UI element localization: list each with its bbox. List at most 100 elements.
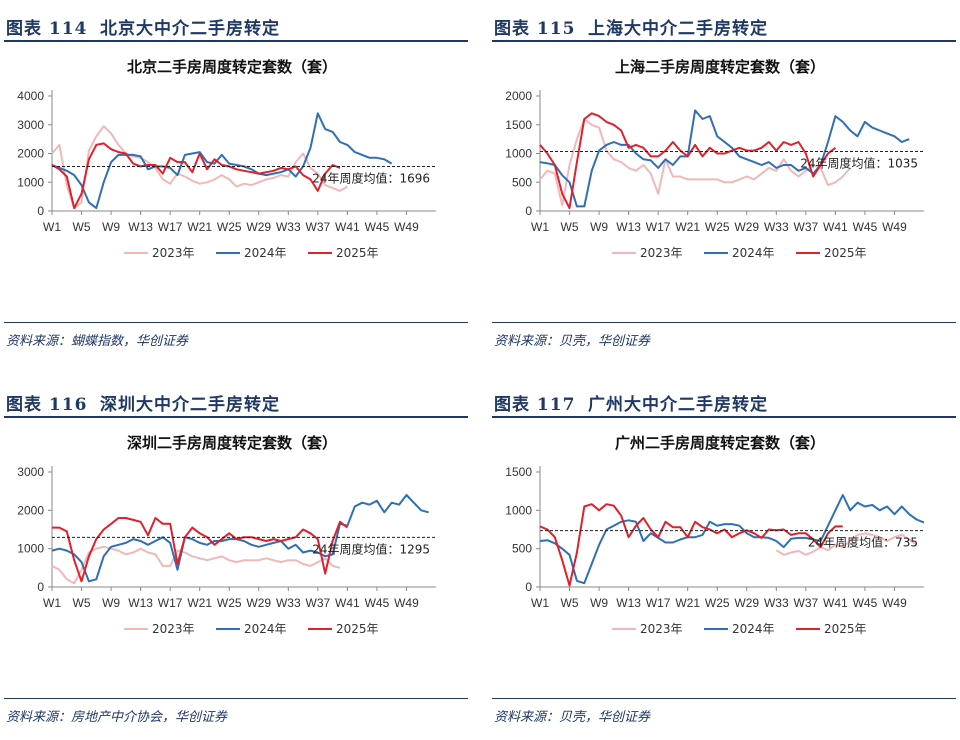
x-tick-label: W45 [853,596,878,610]
x-tick-label: W17 [158,596,183,610]
x-tick-label: W21 [187,220,212,234]
y-tick-label: 2000 [17,147,44,161]
series-2025-line [51,142,341,210]
x-tick-label: W13 [128,220,153,234]
x-tick-label: W5 [561,220,579,234]
y-tick-label: 0 [37,580,44,594]
y-tick-label: 1000 [505,147,532,161]
chart-container: 深圳二手房周度转定套数（套） 0 1000 2000 3000 W1 W5 W9 W13 W17 W… [4,422,474,692]
series-2023-legend-label: 2023年 [152,622,195,636]
x-tick-label: W49 [882,596,907,610]
y-tick-label: 1000 [17,175,44,189]
x-tick-label: W1 [531,220,549,234]
series-2023-legend-label: 2023年 [640,622,683,636]
x-tick-label: W17 [158,220,183,234]
x-tick-label: W5 [73,220,91,234]
x-tick-label: W41 [823,220,848,234]
y-tick-label: 0 [525,580,532,594]
series-2025-line [539,503,843,587]
figure-title: 广州大中介二手房转定 [588,395,768,415]
x-tick-label: W1 [531,596,549,610]
source-text: 资料来源：贝壳，华创证券 [494,710,651,725]
x-tick-label: W5 [73,596,91,610]
y-tick-label: 1000 [505,503,532,517]
x-tick-label: W45 [365,220,390,234]
series-2025-line [539,112,837,210]
x-tick-label: W9 [102,596,120,610]
x-tick-label: W29 [734,596,759,610]
line-chart-beijing: 北京二手房周度转定套数（套） 0 1000 2000 3000 4000 W1 W5 W9 W13… [17,58,436,260]
x-tick-label: W49 [394,596,419,610]
chart-container: 广州二手房周度转定套数（套） 0 500 1000 1500 W1 W5 W9 W13 W17 W2… [492,422,960,692]
series-2023-line [51,125,348,210]
source-text: 资料来源：蝴蝶指数，华创证券 [6,334,189,349]
x-tick-label: W33 [764,220,789,234]
x-tick-label: W37 [306,220,331,234]
x-tick-label: W37 [794,596,819,610]
y-tick-label: 0 [37,204,44,218]
y-tick-label: 2000 [17,503,44,517]
chart-container: 北京二手房周度转定套数（套） 0 1000 2000 3000 4000 W1 W5 W9 W13… [4,46,474,316]
series-2025-line [52,517,349,583]
x-tick-label: W37 [306,596,331,610]
x-tick-label: W25 [217,220,242,234]
x-tick-label: W17 [646,220,671,234]
x-tick-label: W37 [794,220,819,234]
series-2023-legend-label: 2023年 [640,246,683,260]
average-label: 24年周度均值：1035 [800,155,918,170]
y-tick-label: 500 [512,175,532,189]
series-2023-legend-label: 2023年 [152,246,195,260]
figure-source: 资料来源：贝壳，华创证券 [492,322,956,349]
series-2024-line [539,494,925,585]
x-tick-label: W13 [128,596,153,610]
x-tick-label: W41 [823,596,848,610]
series-2024-legend-label: 2024年 [732,622,775,636]
x-tick-label: W33 [764,596,789,610]
series-2024-legend-label: 2024年 [732,246,775,260]
x-tick-label: W49 [394,220,419,234]
x-tick-label: W1 [43,596,61,610]
line-chart-shenzhen: 深圳二手房周度转定套数（套） 0 1000 2000 3000 W1 W5 W9 W13 W17 W… [17,434,436,636]
series-2024-line [51,112,393,210]
source-text: 资料来源：房地产中介协会，华创证券 [6,710,228,725]
x-tick-label: W13 [616,596,641,610]
figure-panel-shanghai: 图表 115 上海大中介二手房转定 上海二手房周度转定套数（套） 0 500 1000… [492,0,960,364]
chart-title: 广州二手房周度转定套数（套） [615,434,825,452]
series-2025-legend-label: 2025年 [824,246,867,260]
line-chart-shanghai: 上海二手房周度转定套数（套） 0 500 1000 1500 2000 W1 W5 W9 W13 W… [505,58,924,260]
x-tick-label: W33 [276,220,301,234]
figure-label: 图表 116 [6,395,88,415]
x-tick-label: W9 [590,596,608,610]
figure-title: 深圳大中介二手房转定 [100,395,280,415]
figure-panel-guangzhou: 图表 117 广州大中介二手房转定 广州二手房周度转定套数（套） 0 500 1000… [492,376,960,740]
series-2025-legend-label: 2025年 [824,622,867,636]
average-label: 24年周度均值：1295 [312,541,430,556]
figure-header: 图表 117 广州大中介二手房转定 [492,386,956,418]
x-tick-label: W33 [276,596,301,610]
x-tick-label: W25 [705,220,730,234]
figure-header: 图表 114 北京大中介二手房转定 [4,10,468,42]
figure-title: 上海大中介二手房转定 [588,19,768,39]
series-2025-legend-label: 2025年 [336,246,379,260]
y-tick-label: 500 [512,542,532,556]
series-2023-line [775,532,918,556]
x-tick-label: W41 [335,596,360,610]
average-label: 24年周度均值：735 [808,535,918,550]
figure-header: 图表 116 深圳大中介二手房转定 [4,386,468,418]
series-2024-legend-label: 2024年 [244,622,287,636]
figure-source: 资料来源：贝壳，华创证券 [492,698,956,725]
chart-title: 上海二手房周度转定套数（套） [615,58,825,76]
figure-source: 资料来源：房地产中介协会，华创证券 [4,698,468,725]
x-tick-label: W41 [335,220,360,234]
x-tick-label: W21 [675,596,700,610]
figure-title: 北京大中介二手房转定 [100,19,280,39]
x-tick-label: W29 [246,220,271,234]
chart-title: 北京二手房周度转定套数（套） [127,58,337,76]
x-tick-label: W25 [217,596,242,610]
series-2024-line [51,494,429,583]
x-tick-label: W29 [734,220,759,234]
series-2023-line [51,545,341,585]
y-tick-label: 1500 [505,118,532,132]
x-tick-label: W1 [43,220,61,234]
x-tick-label: W21 [675,220,700,234]
